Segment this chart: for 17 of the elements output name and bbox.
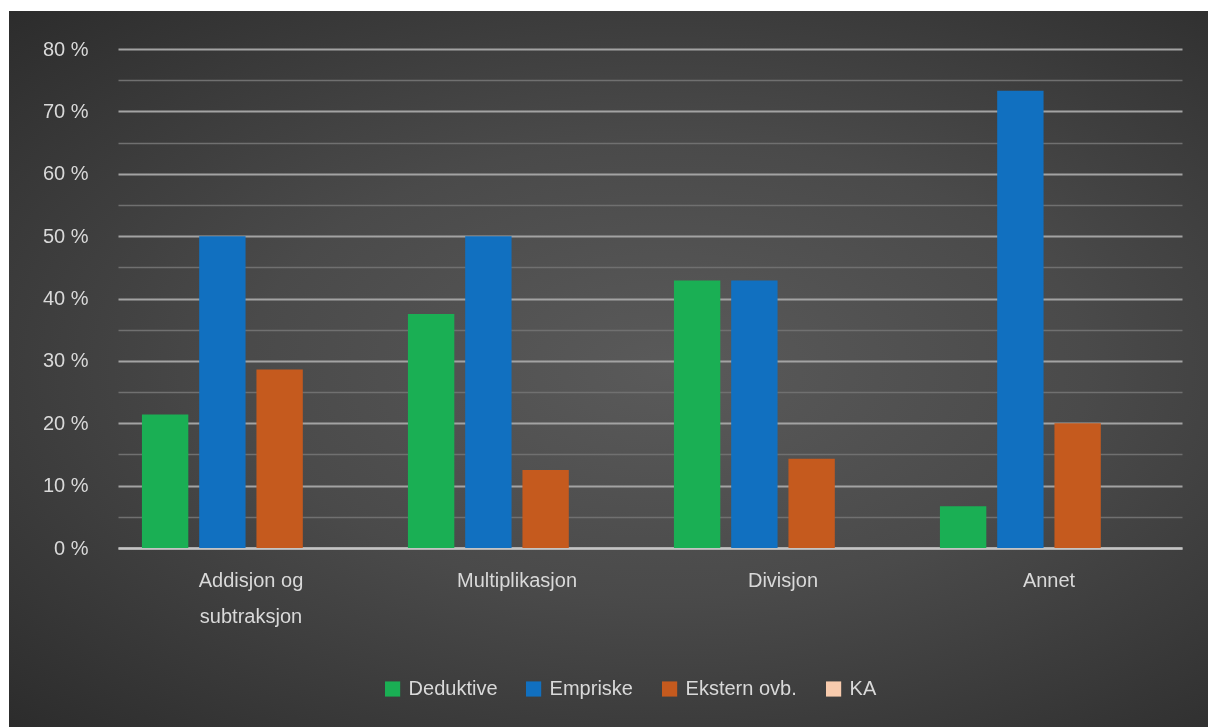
x-tick-label: Addisjon og subtraksjon xyxy=(198,568,304,627)
legend-label: Empriske xyxy=(549,677,633,699)
y-tick-label: 40 % xyxy=(42,287,89,309)
x-tick-label: Multiplikasjon xyxy=(456,568,578,591)
x-tick-label: Divisjon xyxy=(747,568,819,591)
y-tick-label: 80 % xyxy=(42,37,89,60)
y-tick-label: 50 % xyxy=(42,224,89,247)
y-tick-label: 30 % xyxy=(42,349,89,372)
legend-label: Deduktive xyxy=(408,677,498,699)
x-tick-label: Annet xyxy=(1022,568,1076,591)
y-tick-label: 20 % xyxy=(42,411,89,434)
legend-label: KA xyxy=(849,677,877,699)
y-tick-label: 10 % xyxy=(42,474,89,497)
y-tick-label: 60 % xyxy=(42,162,89,185)
y-tick-label: 70 % xyxy=(42,99,89,122)
legend-label: Ekstern ovb. xyxy=(685,677,797,699)
y-tick-label: 0 % xyxy=(54,536,89,559)
